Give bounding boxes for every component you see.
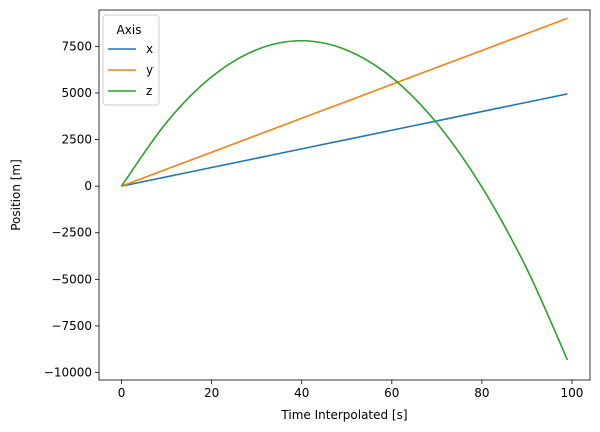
y-tick-label: −5000	[51, 272, 92, 286]
legend-items: xyz	[108, 42, 153, 98]
x-tick-label: 20	[204, 386, 219, 400]
y-axis: −10000 −7500 −5000 −2500 0 2500 5000 7500	[44, 39, 99, 380]
y-tick-label: −2500	[51, 226, 92, 240]
legend-label-y: y	[146, 63, 153, 77]
x-tick-label: 40	[294, 386, 309, 400]
legend-title: Axis	[117, 23, 142, 37]
y-tick-label: 0	[84, 179, 92, 193]
plot-area	[120, 17, 569, 361]
y-axis-label: Position [m]	[9, 159, 23, 231]
y-tick-label: −10000	[44, 366, 92, 380]
legend-label-x: x	[146, 42, 153, 56]
y-tick-label: −7500	[51, 319, 92, 333]
series-line-z	[120, 39, 569, 361]
x-tick-label: 80	[474, 386, 489, 400]
x-tick-label: 0	[118, 386, 126, 400]
x-axis-label: Time Interpolated [s]	[280, 408, 407, 422]
x-axis: 0 20 40 60 80 100	[118, 380, 584, 400]
series-line-y	[121, 17, 568, 187]
y-tick-label: 7500	[61, 39, 92, 53]
legend: Axis xyz	[102, 14, 160, 106]
x-tick-label: 100	[561, 386, 584, 400]
y-tick-label: 5000	[61, 86, 92, 100]
x-tick-label: 60	[384, 386, 399, 400]
legend-frame	[102, 14, 160, 106]
plot-frame	[98, 9, 591, 381]
legend-label-z: z	[146, 84, 152, 98]
y-tick-label: 2500	[61, 133, 92, 147]
series-line-x	[121, 93, 568, 187]
